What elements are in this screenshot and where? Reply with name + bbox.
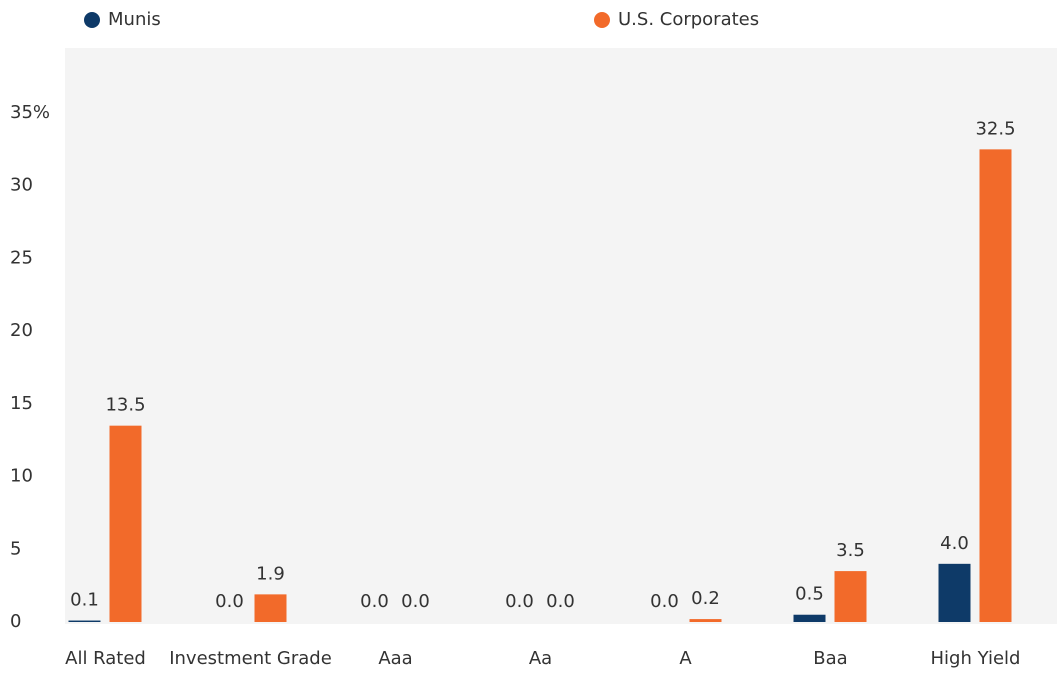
value-label: 13.5 (105, 395, 145, 416)
y-tick-label: 0 (10, 611, 21, 632)
bar (979, 149, 1012, 622)
value-label: 0.0 (360, 591, 389, 612)
legend-label: Munis (108, 9, 161, 30)
y-tick-label: 15 (10, 393, 33, 414)
x-tick-label: A (679, 648, 692, 669)
value-label: 0.0 (401, 591, 430, 612)
x-tick-label: Baa (813, 648, 847, 669)
value-label: 0.0 (546, 591, 575, 612)
y-tick-label: 10 (10, 466, 33, 487)
y-tick-label: 5 (10, 538, 21, 559)
y-tick-label: 30 (10, 175, 33, 196)
x-tick-label: Aa (529, 648, 552, 669)
value-label: 32.5 (975, 118, 1015, 139)
value-label: 0.0 (650, 591, 679, 612)
value-label: 4.0 (940, 533, 969, 554)
x-tick-label: High Yield (931, 648, 1021, 669)
value-label: 0.5 (795, 584, 824, 605)
legend-marker (594, 12, 610, 28)
bar (109, 425, 142, 622)
value-label: 1.9 (256, 563, 285, 584)
y-tick-label: 25 (10, 247, 33, 268)
x-tick-label: All Rated (65, 648, 146, 669)
x-tick-label: Aaa (378, 648, 412, 669)
bar (834, 571, 867, 622)
y-tick-label: 20 (10, 320, 33, 341)
legend-marker (84, 12, 100, 28)
bar (938, 563, 971, 622)
legend-label: U.S. Corporates (618, 9, 759, 30)
bar (254, 594, 287, 622)
plot-background (65, 48, 1057, 624)
value-label: 0.0 (215, 591, 244, 612)
bar (689, 619, 722, 622)
value-label: 0.2 (691, 588, 720, 609)
x-tick-label: Investment Grade (169, 648, 332, 669)
bar (793, 614, 826, 622)
bar (68, 620, 101, 622)
value-label: 0.1 (70, 590, 99, 611)
value-label: 0.0 (505, 591, 534, 612)
value-label: 3.5 (836, 540, 865, 561)
y-tick-label: 35% (10, 102, 50, 123)
